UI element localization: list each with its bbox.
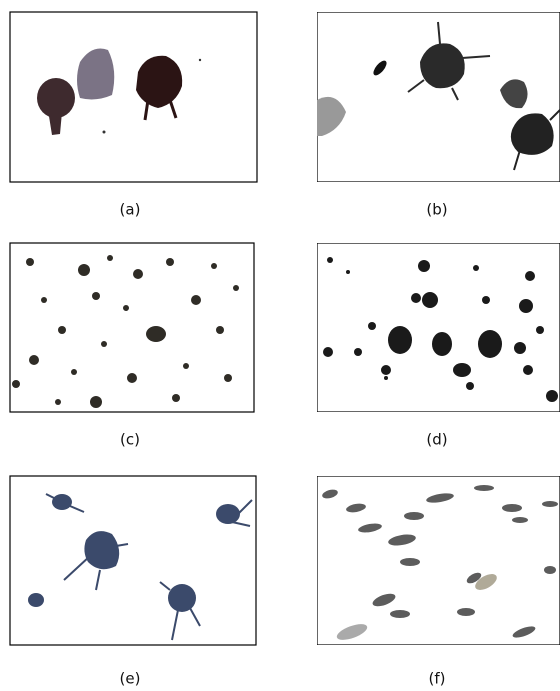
panel-e (10, 476, 256, 645)
panel-caption: (e) (120, 670, 141, 688)
panel-caption: (b) (426, 201, 447, 219)
panel-caption: (c) (120, 431, 140, 449)
panel-c (10, 243, 254, 412)
panel-b (317, 12, 560, 182)
panel-caption: (f) (429, 670, 446, 688)
panel-d (317, 243, 560, 412)
panel-f (317, 476, 560, 645)
panel-caption: (d) (426, 431, 447, 449)
figure: (a) (b) (c) (0, 0, 560, 691)
page: {"panels": [{"label": "(a)"}, {"label": … (0, 0, 560, 691)
panel-caption: (a) (120, 201, 141, 219)
panel-a (10, 12, 257, 182)
